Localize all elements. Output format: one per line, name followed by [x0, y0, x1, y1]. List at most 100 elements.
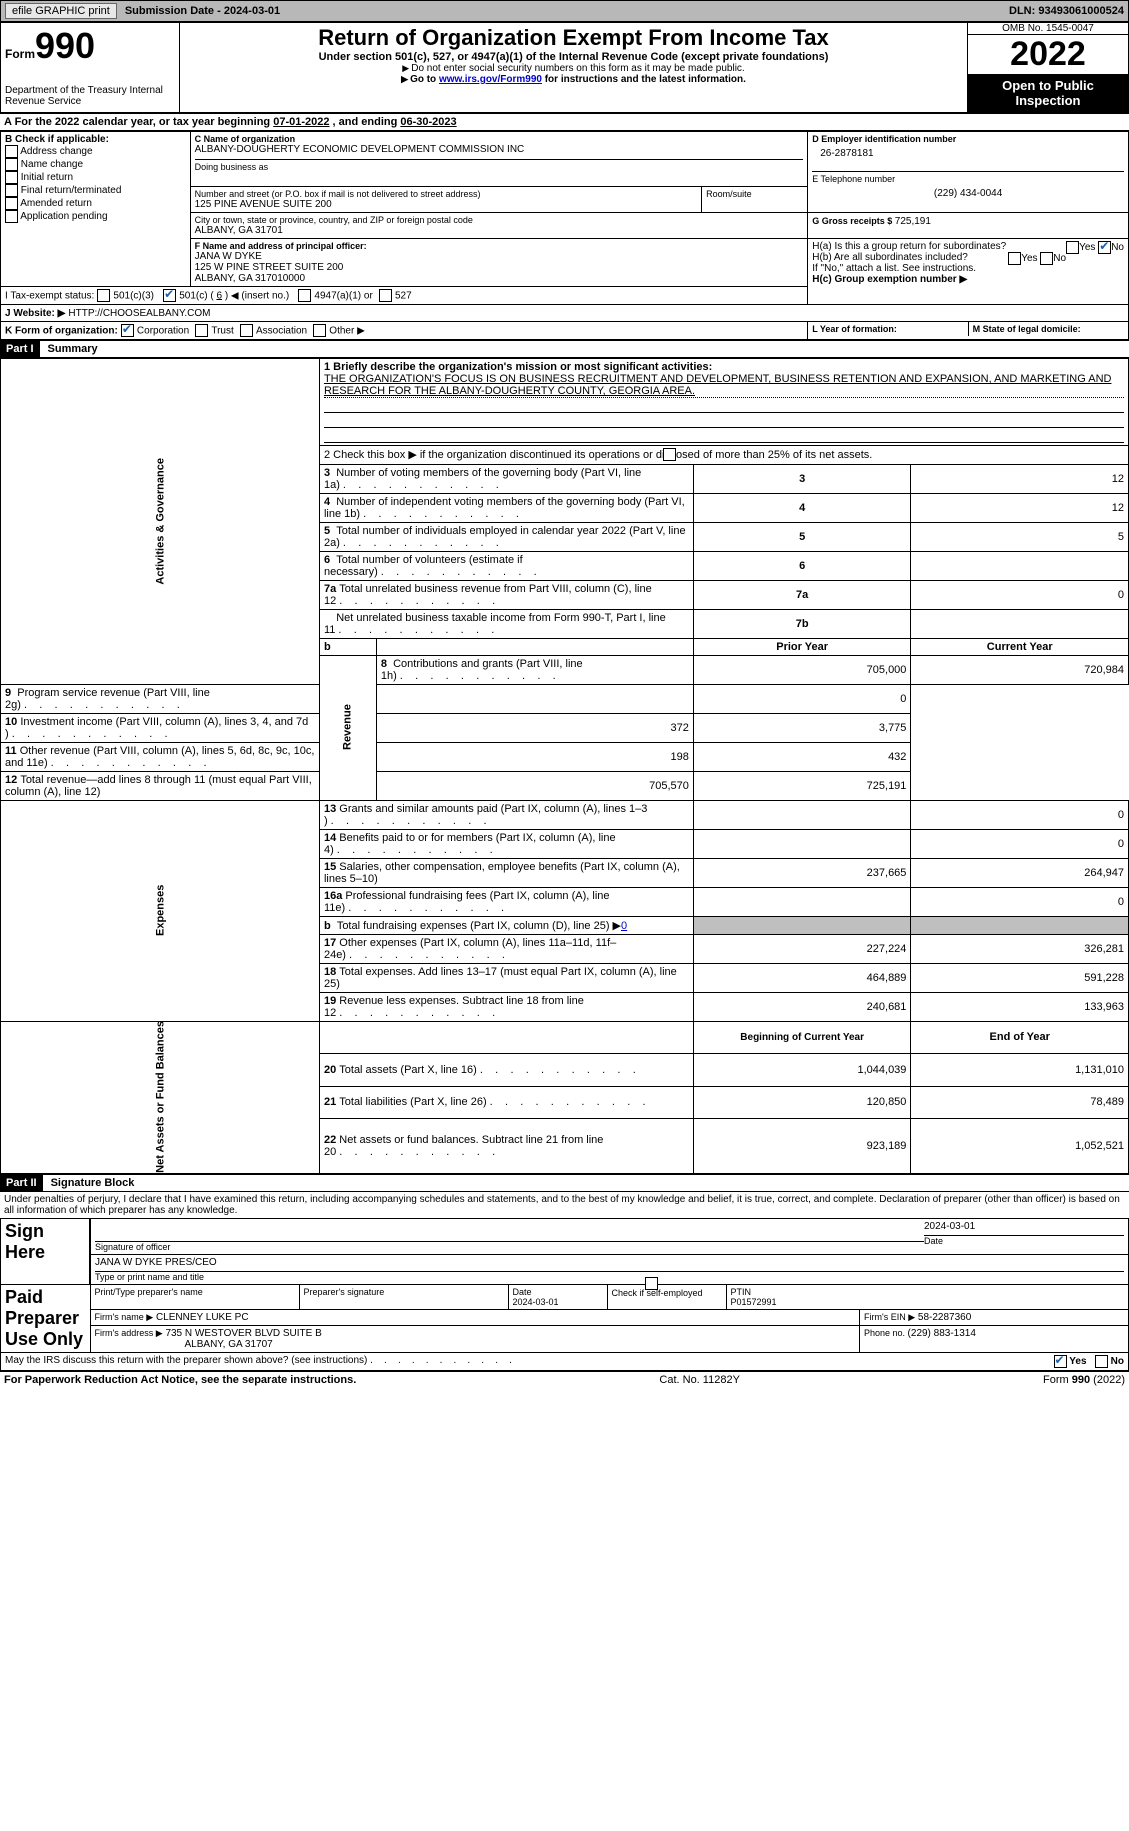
box-ha: H(a) Is this a group return for subordin…: [812, 241, 1124, 252]
box-k-label: K Form of organization:: [5, 325, 118, 336]
dln: DLN: 93493061000524: [1009, 5, 1124, 17]
note-ssn: Do not enter social security numbers on …: [184, 63, 963, 74]
calendar-year-line: A For the 2022 calendar year, or tax yea…: [0, 113, 1129, 131]
irs-link[interactable]: www.irs.gov/Form990: [439, 74, 542, 85]
city-label: City or town, state or province, country…: [195, 215, 804, 225]
box-f-label: F Name and address of principal officer:: [195, 241, 804, 251]
side-revenue: Revenue: [319, 655, 376, 800]
checkbox-trust[interactable]: [195, 324, 208, 337]
firm-addr2: ALBANY, GA 31707: [185, 1339, 273, 1350]
ein: 26-2878181: [812, 144, 1124, 171]
box-e-label: E Telephone number: [812, 171, 1124, 184]
prep-sig-label: Preparer's signature: [299, 1285, 508, 1309]
firm-phone: (229) 883-1314: [908, 1328, 976, 1339]
officer-name-title: JANA W DYKE PRES/CEO: [95, 1257, 1124, 1272]
checkbox-discuss-yes[interactable]: [1054, 1355, 1067, 1368]
box-d-label: D Employer identification number: [812, 134, 1124, 144]
box-hb-note: If "No," attach a list. See instructions…: [812, 263, 1124, 274]
box-b-options: Address change Name change Initial retur…: [5, 145, 186, 223]
city-state-zip: ALBANY, GA 31701: [195, 225, 804, 236]
checkbox-corp[interactable]: [121, 324, 134, 337]
checkbox-line2[interactable]: [663, 448, 676, 461]
form-number: Form990: [5, 25, 175, 67]
prep-name-label: Print/Type preparer's name: [91, 1285, 300, 1309]
tax-year: 2022: [968, 35, 1128, 74]
line2: 2 Check this box ▶ if the organization d…: [319, 446, 1128, 465]
side-expenses: Expenses: [1, 800, 320, 1021]
checkbox-discuss-no[interactable]: [1095, 1355, 1108, 1368]
footer: For Paperwork Reduction Act Notice, see …: [0, 1371, 1129, 1388]
omb-number: OMB No. 1545-0047: [968, 23, 1128, 35]
addr-label: Number and street (or P.O. box if mail i…: [195, 189, 698, 199]
checkbox-address-change[interactable]: [5, 145, 18, 158]
signature-block: Sign Here Signature of officer 2024-03-0…: [0, 1218, 1129, 1371]
room-label: Room/suite: [706, 189, 803, 199]
checkbox-501c3[interactable]: [97, 289, 110, 302]
org-name: ALBANY-DOUGHERTY ECONOMIC DEVELOPMENT CO…: [195, 144, 804, 155]
checkbox-self-employed[interactable]: [645, 1277, 658, 1290]
checkbox-4947[interactable]: [298, 289, 311, 302]
officer-addr2: ALBANY, GA 317010000: [195, 273, 804, 284]
checkbox-501c[interactable]: [163, 289, 176, 302]
checkbox-ha-yes[interactable]: [1066, 241, 1079, 254]
checkbox-amended-return[interactable]: [5, 197, 18, 210]
checkbox-ha-no[interactable]: [1098, 241, 1111, 254]
part-ii-header: Part IISignature Block: [0, 1174, 1129, 1192]
cat-no: Cat. No. 11282Y: [356, 1374, 1043, 1386]
box-hc: H(c) Group exemption number ▶: [812, 274, 1124, 285]
efile-print-button[interactable]: efile GRAPHIC print: [5, 3, 117, 19]
checkbox-initial-return[interactable]: [5, 171, 18, 184]
sig-date: 2024-03-01: [924, 1221, 1124, 1236]
checkbox-hb-yes[interactable]: [1008, 252, 1021, 265]
paid-preparer-label: Paid Preparer Use Only: [1, 1285, 91, 1353]
note-link: Go to www.irs.gov/Form990 for instructio…: [184, 74, 963, 85]
top-bar: efile GRAPHIC print Submission Date - 20…: [0, 0, 1129, 22]
telephone: (229) 434-0044: [812, 184, 1124, 203]
officer-addr1: 125 W PINE STREET SUITE 200: [195, 262, 804, 273]
officer-name: JANA W DYKE: [195, 251, 804, 262]
box-g-label: G Gross receipts $: [812, 216, 895, 226]
blank-line: [324, 428, 1124, 443]
checkbox-assoc[interactable]: [240, 324, 253, 337]
box-b-label: B Check if applicable:: [5, 134, 186, 145]
form-ref: Form 990 (2022): [1043, 1374, 1125, 1386]
paperwork-notice: For Paperwork Reduction Act Notice, see …: [4, 1374, 356, 1386]
mission-text: THE ORGANIZATION'S FOCUS IS ON BUSINESS …: [324, 373, 1124, 398]
header-grid: B Check if applicable: Address change Na…: [0, 131, 1129, 340]
street-address: 125 PINE AVENUE SUITE 200: [195, 199, 698, 210]
box-c-name-label: C Name of organization: [195, 134, 804, 144]
line1-label: 1 Briefly describe the organization's mi…: [324, 361, 1124, 373]
box-i-label: I Tax-exempt status:: [5, 290, 94, 301]
self-employed: Check if self-employed: [607, 1285, 726, 1309]
firm-name: CLENNEY LUKE PC: [156, 1312, 249, 1323]
submission-date: Submission Date - 2024-03-01: [125, 5, 280, 17]
sig-officer-label: Signature of officer: [95, 1242, 924, 1252]
side-net-assets: Net Assets or Fund Balances: [1, 1021, 320, 1174]
side-activities: Activities & Governance: [1, 359, 320, 685]
sign-here-label: Sign Here: [1, 1219, 91, 1285]
firm-ein: 58-2287360: [918, 1312, 971, 1323]
type-name-label: Type or print name and title: [95, 1272, 1124, 1282]
form-subtitle: Under section 501(c), 527, or 4947(a)(1)…: [184, 51, 963, 63]
box-j-label: J Website: ▶: [5, 308, 65, 319]
form-title: Return of Organization Exempt From Incom…: [184, 25, 963, 51]
form-header: Form990 Department of the Treasury Inter…: [0, 22, 1129, 113]
part-i-header: Part ISummary: [0, 340, 1129, 358]
blank-line: [324, 398, 1124, 413]
checkbox-application-pending[interactable]: [5, 210, 18, 223]
checkbox-hb-no[interactable]: [1040, 252, 1053, 265]
website: HTTP://CHOOSEALBANY.COM: [68, 308, 210, 319]
may-irs-discuss: May the IRS discuss this return with the…: [5, 1355, 512, 1366]
date-label: Date: [924, 1236, 1124, 1246]
box-l: L Year of formation:: [808, 322, 968, 336]
checkbox-final-return[interactable]: [5, 184, 18, 197]
summary-table: Activities & Governance 1 Briefly descri…: [0, 358, 1129, 1174]
penalty-text: Under penalties of perjury, I declare th…: [0, 1192, 1129, 1218]
dba-label: Doing business as: [195, 159, 804, 172]
box-m: M State of legal domicile:: [968, 322, 1128, 336]
gross-receipts: 725,191: [895, 216, 931, 227]
checkbox-527[interactable]: [379, 289, 392, 302]
checkbox-other[interactable]: [313, 324, 326, 337]
blank-line: [324, 413, 1124, 428]
checkbox-name-change[interactable]: [5, 158, 18, 171]
